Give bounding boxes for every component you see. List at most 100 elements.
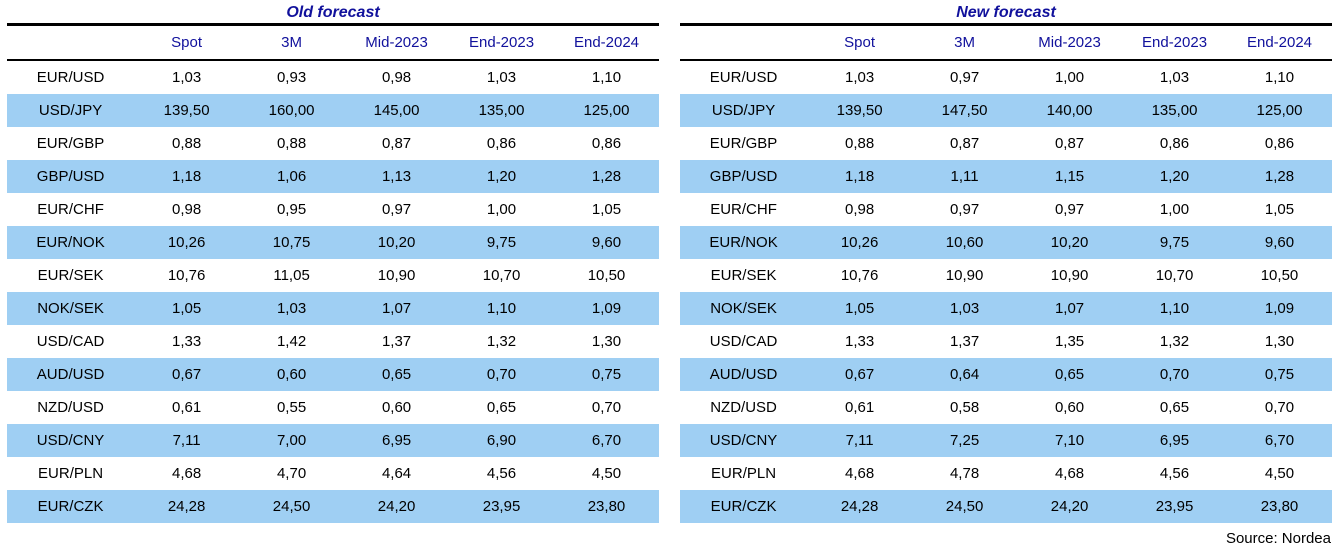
forecast-value: 10,26 (167, 234, 206, 251)
currency-pair-label: EUR/USD (709, 69, 778, 86)
forecast-value: 125,00 (583, 102, 630, 119)
table-row: EUR/GBP 0,88 0,87 0,87 0,86 0,86 (680, 127, 1332, 160)
forecast-value: 11,05 (273, 267, 310, 284)
forecast-value: 4,78 (949, 465, 980, 482)
currency-pair-label: GBP/USD (709, 168, 778, 185)
forecast-value: 140,00 (1046, 102, 1093, 119)
forecast-value: 145,00 (373, 102, 420, 119)
forecast-value: 135,00 (478, 102, 525, 119)
forecast-value: 4,50 (591, 465, 622, 482)
forecast-value: 0,70 (1264, 399, 1295, 416)
table-row: AUD/USD 0,67 0,64 0,65 0,70 0,75 (680, 358, 1332, 391)
forecast-value: 0,75 (591, 366, 622, 383)
column-header: 3M (954, 34, 975, 51)
forecast-value: 1,10 (1264, 69, 1295, 86)
forecast-value: 10,50 (587, 267, 626, 284)
forecast-value: 0,97 (949, 201, 980, 218)
column-header: End-2024 (573, 34, 640, 51)
table-row: EUR/PLN 4,68 4,78 4,68 4,56 4,50 (680, 457, 1332, 490)
forecast-value: 0,88 (845, 135, 875, 152)
forecast-value: 24,20 (377, 498, 416, 515)
forecast-value: 0,55 (276, 399, 307, 416)
table-row: USD/CAD 1,33 1,37 1,35 1,32 1,30 (680, 325, 1332, 358)
column-header: 3M (281, 34, 302, 51)
forecast-value: 147,50 (941, 102, 988, 119)
forecast-value: 0,93 (276, 69, 307, 86)
forecast-value: 1,35 (1054, 333, 1085, 350)
forecast-value: 1,42 (276, 333, 307, 350)
forecast-value: 10,70 (482, 267, 521, 284)
forecast-value: 0,64 (949, 366, 980, 383)
table-row: EUR/PLN 4,68 4,70 4,64 4,56 4,50 (7, 457, 659, 490)
forecast-value: 0,86 (1264, 135, 1295, 152)
forecast-value: 1,03 (172, 69, 202, 86)
forecast-value: 7,10 (1054, 432, 1085, 449)
currency-pair-label: NOK/SEK (37, 300, 104, 317)
forecast-value: 23,95 (1155, 498, 1194, 515)
currency-pair-label: EUR/CZK (710, 498, 777, 515)
forecast-value: 1,03 (845, 69, 875, 86)
forecast-value: 0,87 (1054, 135, 1085, 152)
forecast-value: 0,87 (949, 135, 980, 152)
currency-pair-label: EUR/GBP (709, 135, 778, 152)
forecast-value: 24,50 (945, 498, 984, 515)
forecast-value: 10,26 (840, 234, 879, 251)
forecast-value: 0,65 (381, 366, 412, 383)
forecast-value: 24,28 (167, 498, 206, 515)
forecast-value: 1,30 (1264, 333, 1295, 350)
forecast-value: 1,18 (845, 168, 875, 185)
old-forecast-table: Old forecast Spot 3M Mid-2023 End-2023 End-2… (7, 2, 659, 523)
forecast-value: 10,76 (167, 267, 206, 284)
forecast-value: 0,97 (949, 69, 980, 86)
forecast-tables: Old forecast Spot 3M Mid-2023 End-2023 End-2… (7, 2, 1332, 523)
forecast-value: 135,00 (1151, 102, 1198, 119)
forecast-value: 7,11 (172, 432, 201, 449)
forecast-value: 0,88 (276, 135, 307, 152)
forecast-value: 1,09 (591, 300, 622, 317)
currency-pair-label: USD/CNY (709, 432, 778, 449)
table-row: EUR/NOK 10,26 10,75 10,20 9,75 9,60 (7, 226, 659, 259)
table-row: EUR/USD 1,03 0,97 1,00 1,03 1,10 (680, 61, 1332, 94)
table-row: NZD/USD 0,61 0,55 0,60 0,65 0,70 (7, 391, 659, 424)
forecast-value: 9,75 (1159, 234, 1190, 251)
table-row: EUR/CHF 0,98 0,95 0,97 1,00 1,05 (7, 193, 659, 226)
forecast-value: 10,90 (945, 267, 984, 284)
forecast-value: 1,10 (1159, 300, 1190, 317)
currency-pair-label: NZD/USD (710, 399, 777, 416)
currency-pair-label: EUR/NOK (709, 234, 778, 251)
forecast-value: 0,60 (1054, 399, 1085, 416)
column-header: End-2024 (1246, 34, 1313, 51)
forecast-value: 1,03 (949, 300, 980, 317)
forecast-value: 0,65 (1159, 399, 1190, 416)
currency-pair-label: NZD/USD (37, 399, 104, 416)
forecast-value: 24,20 (1050, 498, 1089, 515)
forecast-value: 7,00 (276, 432, 307, 449)
currency-pair-label: USD/CAD (36, 333, 105, 350)
currency-pair-label: USD/JPY (711, 102, 776, 119)
currency-pair-label: USD/CAD (709, 333, 778, 350)
forecast-value: 0,97 (381, 201, 412, 218)
forecast-value: 10,75 (272, 234, 311, 251)
forecast-value: 0,58 (949, 399, 980, 416)
forecast-value: 0,75 (1264, 366, 1295, 383)
forecast-value: 0,95 (276, 201, 307, 218)
currency-pair-label: EUR/CHF (37, 201, 104, 218)
forecast-value: 1,05 (591, 201, 622, 218)
forecast-value: 1,13 (381, 168, 412, 185)
forecast-value: 9,75 (486, 234, 517, 251)
table-row: AUD/USD 0,67 0,60 0,65 0,70 0,75 (7, 358, 659, 391)
old-forecast-rows: EUR/USD 1,03 0,93 0,98 1,03 1,10 USD/JPY 139,50… (7, 61, 659, 523)
forecast-value: 10,60 (945, 234, 984, 251)
forecast-value: 1,07 (381, 300, 412, 317)
table-row: EUR/CZK 24,28 24,50 24,20 23,95 23,80 (680, 490, 1332, 523)
new-forecast-header-row: Spot 3M Mid-2023 End-2023 End-2024 (680, 26, 1332, 61)
forecast-value: 0,88 (172, 135, 202, 152)
forecast-value: 1,00 (1054, 69, 1085, 86)
new-forecast-table: New forecast Spot 3M Mid-2023 End-2023 End-2… (680, 2, 1332, 523)
forecast-value: 10,20 (1050, 234, 1089, 251)
currency-pair-label: EUR/USD (36, 69, 105, 86)
forecast-value: 1,15 (1054, 168, 1085, 185)
currency-pair-label: AUD/USD (36, 366, 105, 383)
column-header: Mid-2023 (1038, 34, 1101, 51)
forecast-value: 0,61 (845, 399, 875, 416)
